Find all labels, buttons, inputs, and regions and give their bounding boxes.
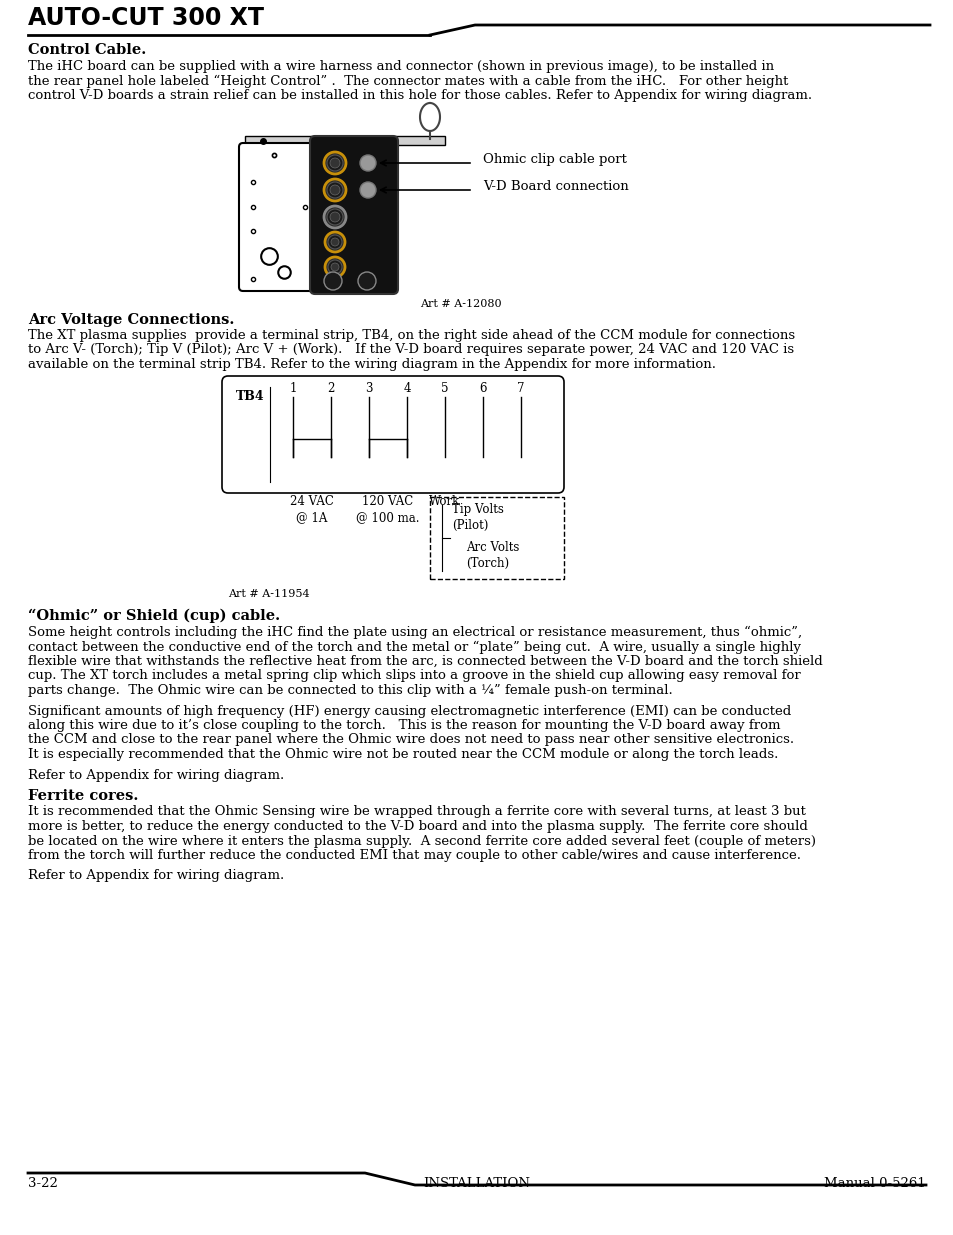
Text: along this wire due to it’s close coupling to the torch.   This is the reason fo: along this wire due to it’s close coupli… bbox=[28, 719, 780, 732]
Circle shape bbox=[325, 257, 345, 277]
Text: V-D Board connection: V-D Board connection bbox=[482, 180, 628, 194]
Text: INSTALLATION: INSTALLATION bbox=[423, 1177, 530, 1191]
Text: more is better, to reduce the energy conducted to the V-D board and into the pla: more is better, to reduce the energy con… bbox=[28, 820, 807, 832]
Text: from the torch will further reduce the conducted EMI that may couple to other ca: from the torch will further reduce the c… bbox=[28, 848, 801, 862]
Text: Manual 0-5261: Manual 0-5261 bbox=[823, 1177, 925, 1191]
Text: contact between the conductive end of the torch and the metal or “plate” being c: contact between the conductive end of th… bbox=[28, 641, 801, 653]
Text: 2: 2 bbox=[327, 382, 335, 395]
Text: the CCM and close to the rear panel where the Ohmic wire does not need to pass n: the CCM and close to the rear panel wher… bbox=[28, 734, 793, 746]
Text: 3-22: 3-22 bbox=[28, 1177, 58, 1191]
Circle shape bbox=[357, 272, 375, 290]
Text: to Arc V- (Torch); Tip V (Pilot); Arc V + (Work).   If the V-D board requires se: to Arc V- (Torch); Tip V (Pilot); Arc V … bbox=[28, 343, 793, 357]
Text: control V-D boards a strain relief can be installed in this hole for those cable: control V-D boards a strain relief can b… bbox=[28, 89, 811, 103]
Text: 120 VAC
@ 100 ma.: 120 VAC @ 100 ma. bbox=[355, 495, 419, 524]
Circle shape bbox=[331, 263, 338, 270]
Circle shape bbox=[330, 158, 339, 168]
Text: “Ohmic” or Shield (cup) cable.: “Ohmic” or Shield (cup) cable. bbox=[28, 609, 280, 624]
Text: parts change.  The Ohmic wire can be connected to this clip with a ¼” female pus: parts change. The Ohmic wire can be conn… bbox=[28, 684, 672, 697]
Text: The iHC board can be supplied with a wire harness and connector (shown in previo: The iHC board can be supplied with a wir… bbox=[28, 61, 773, 73]
Text: be located on the wire where it enters the plasma supply.  A second ferrite core: be located on the wire where it enters t… bbox=[28, 835, 815, 847]
Circle shape bbox=[324, 152, 346, 174]
Text: It is especially recommended that the Ohmic wire not be routed near the CCM modu: It is especially recommended that the Oh… bbox=[28, 748, 778, 761]
Circle shape bbox=[327, 182, 343, 198]
FancyBboxPatch shape bbox=[239, 143, 318, 291]
Circle shape bbox=[327, 209, 343, 225]
Text: Ohmic clip cable port: Ohmic clip cable port bbox=[482, 153, 626, 167]
Circle shape bbox=[324, 272, 341, 290]
Text: It is recommended that the Ohmic Sensing wire be wrapped through a ferrite core : It is recommended that the Ohmic Sensing… bbox=[28, 805, 805, 819]
Text: Art # A-11954: Art # A-11954 bbox=[228, 589, 310, 599]
Text: 7: 7 bbox=[517, 382, 524, 395]
FancyBboxPatch shape bbox=[222, 375, 563, 493]
Text: TB4: TB4 bbox=[235, 390, 264, 403]
Text: Some height controls including the iHC find the plate using an electrical or res: Some height controls including the iHC f… bbox=[28, 626, 801, 640]
Circle shape bbox=[359, 156, 375, 170]
Text: Work: Work bbox=[429, 495, 460, 508]
Text: Arc Voltage Connections.: Arc Voltage Connections. bbox=[28, 312, 234, 327]
Bar bbox=[430, 496, 563, 579]
Text: 5: 5 bbox=[441, 382, 448, 395]
Text: AUTO-CUT 300 XT: AUTO-CUT 300 XT bbox=[28, 6, 264, 30]
Circle shape bbox=[331, 238, 338, 246]
Text: Arc Volts
(Torch): Arc Volts (Torch) bbox=[465, 541, 518, 571]
Circle shape bbox=[325, 232, 345, 252]
Text: Tip Volts
(Pilot): Tip Volts (Pilot) bbox=[452, 503, 503, 532]
FancyBboxPatch shape bbox=[310, 136, 397, 294]
Text: flexible wire that withstands the reflective heat from the arc, is connected bet: flexible wire that withstands the reflec… bbox=[28, 655, 821, 668]
Circle shape bbox=[327, 156, 343, 170]
Text: Control Cable.: Control Cable. bbox=[28, 43, 146, 57]
Circle shape bbox=[330, 212, 339, 222]
Text: Refer to Appendix for wiring diagram.: Refer to Appendix for wiring diagram. bbox=[28, 869, 284, 883]
Text: available on the terminal strip TB4. Refer to the wiring diagram in the Appendix: available on the terminal strip TB4. Ref… bbox=[28, 358, 716, 370]
Circle shape bbox=[328, 261, 341, 274]
Text: Art # A-12080: Art # A-12080 bbox=[419, 299, 501, 309]
Text: 24 VAC
@ 1A: 24 VAC @ 1A bbox=[290, 495, 334, 524]
Circle shape bbox=[359, 182, 375, 198]
Text: 6: 6 bbox=[478, 382, 486, 395]
Text: the rear panel hole labeled “Height Control” .  The connector mates with a cable: the rear panel hole labeled “Height Cont… bbox=[28, 74, 787, 88]
Text: The XT plasma supplies  provide a terminal strip, TB4, on the right side ahead o: The XT plasma supplies provide a termina… bbox=[28, 329, 794, 342]
Text: Ferrite cores.: Ferrite cores. bbox=[28, 788, 138, 803]
Text: 3: 3 bbox=[365, 382, 373, 395]
Circle shape bbox=[324, 179, 346, 201]
Text: cup. The XT torch includes a metal spring clip which slips into a groove in the : cup. The XT torch includes a metal sprin… bbox=[28, 669, 800, 683]
Text: 1: 1 bbox=[289, 382, 296, 395]
Text: Significant amounts of high frequency (HF) energy causing electromagnetic interf: Significant amounts of high frequency (H… bbox=[28, 704, 790, 718]
Text: 4: 4 bbox=[403, 382, 411, 395]
Circle shape bbox=[330, 185, 339, 195]
Circle shape bbox=[324, 206, 346, 228]
Text: Refer to Appendix for wiring diagram.: Refer to Appendix for wiring diagram. bbox=[28, 768, 284, 782]
Bar bbox=[245, 136, 444, 144]
Circle shape bbox=[328, 235, 341, 249]
